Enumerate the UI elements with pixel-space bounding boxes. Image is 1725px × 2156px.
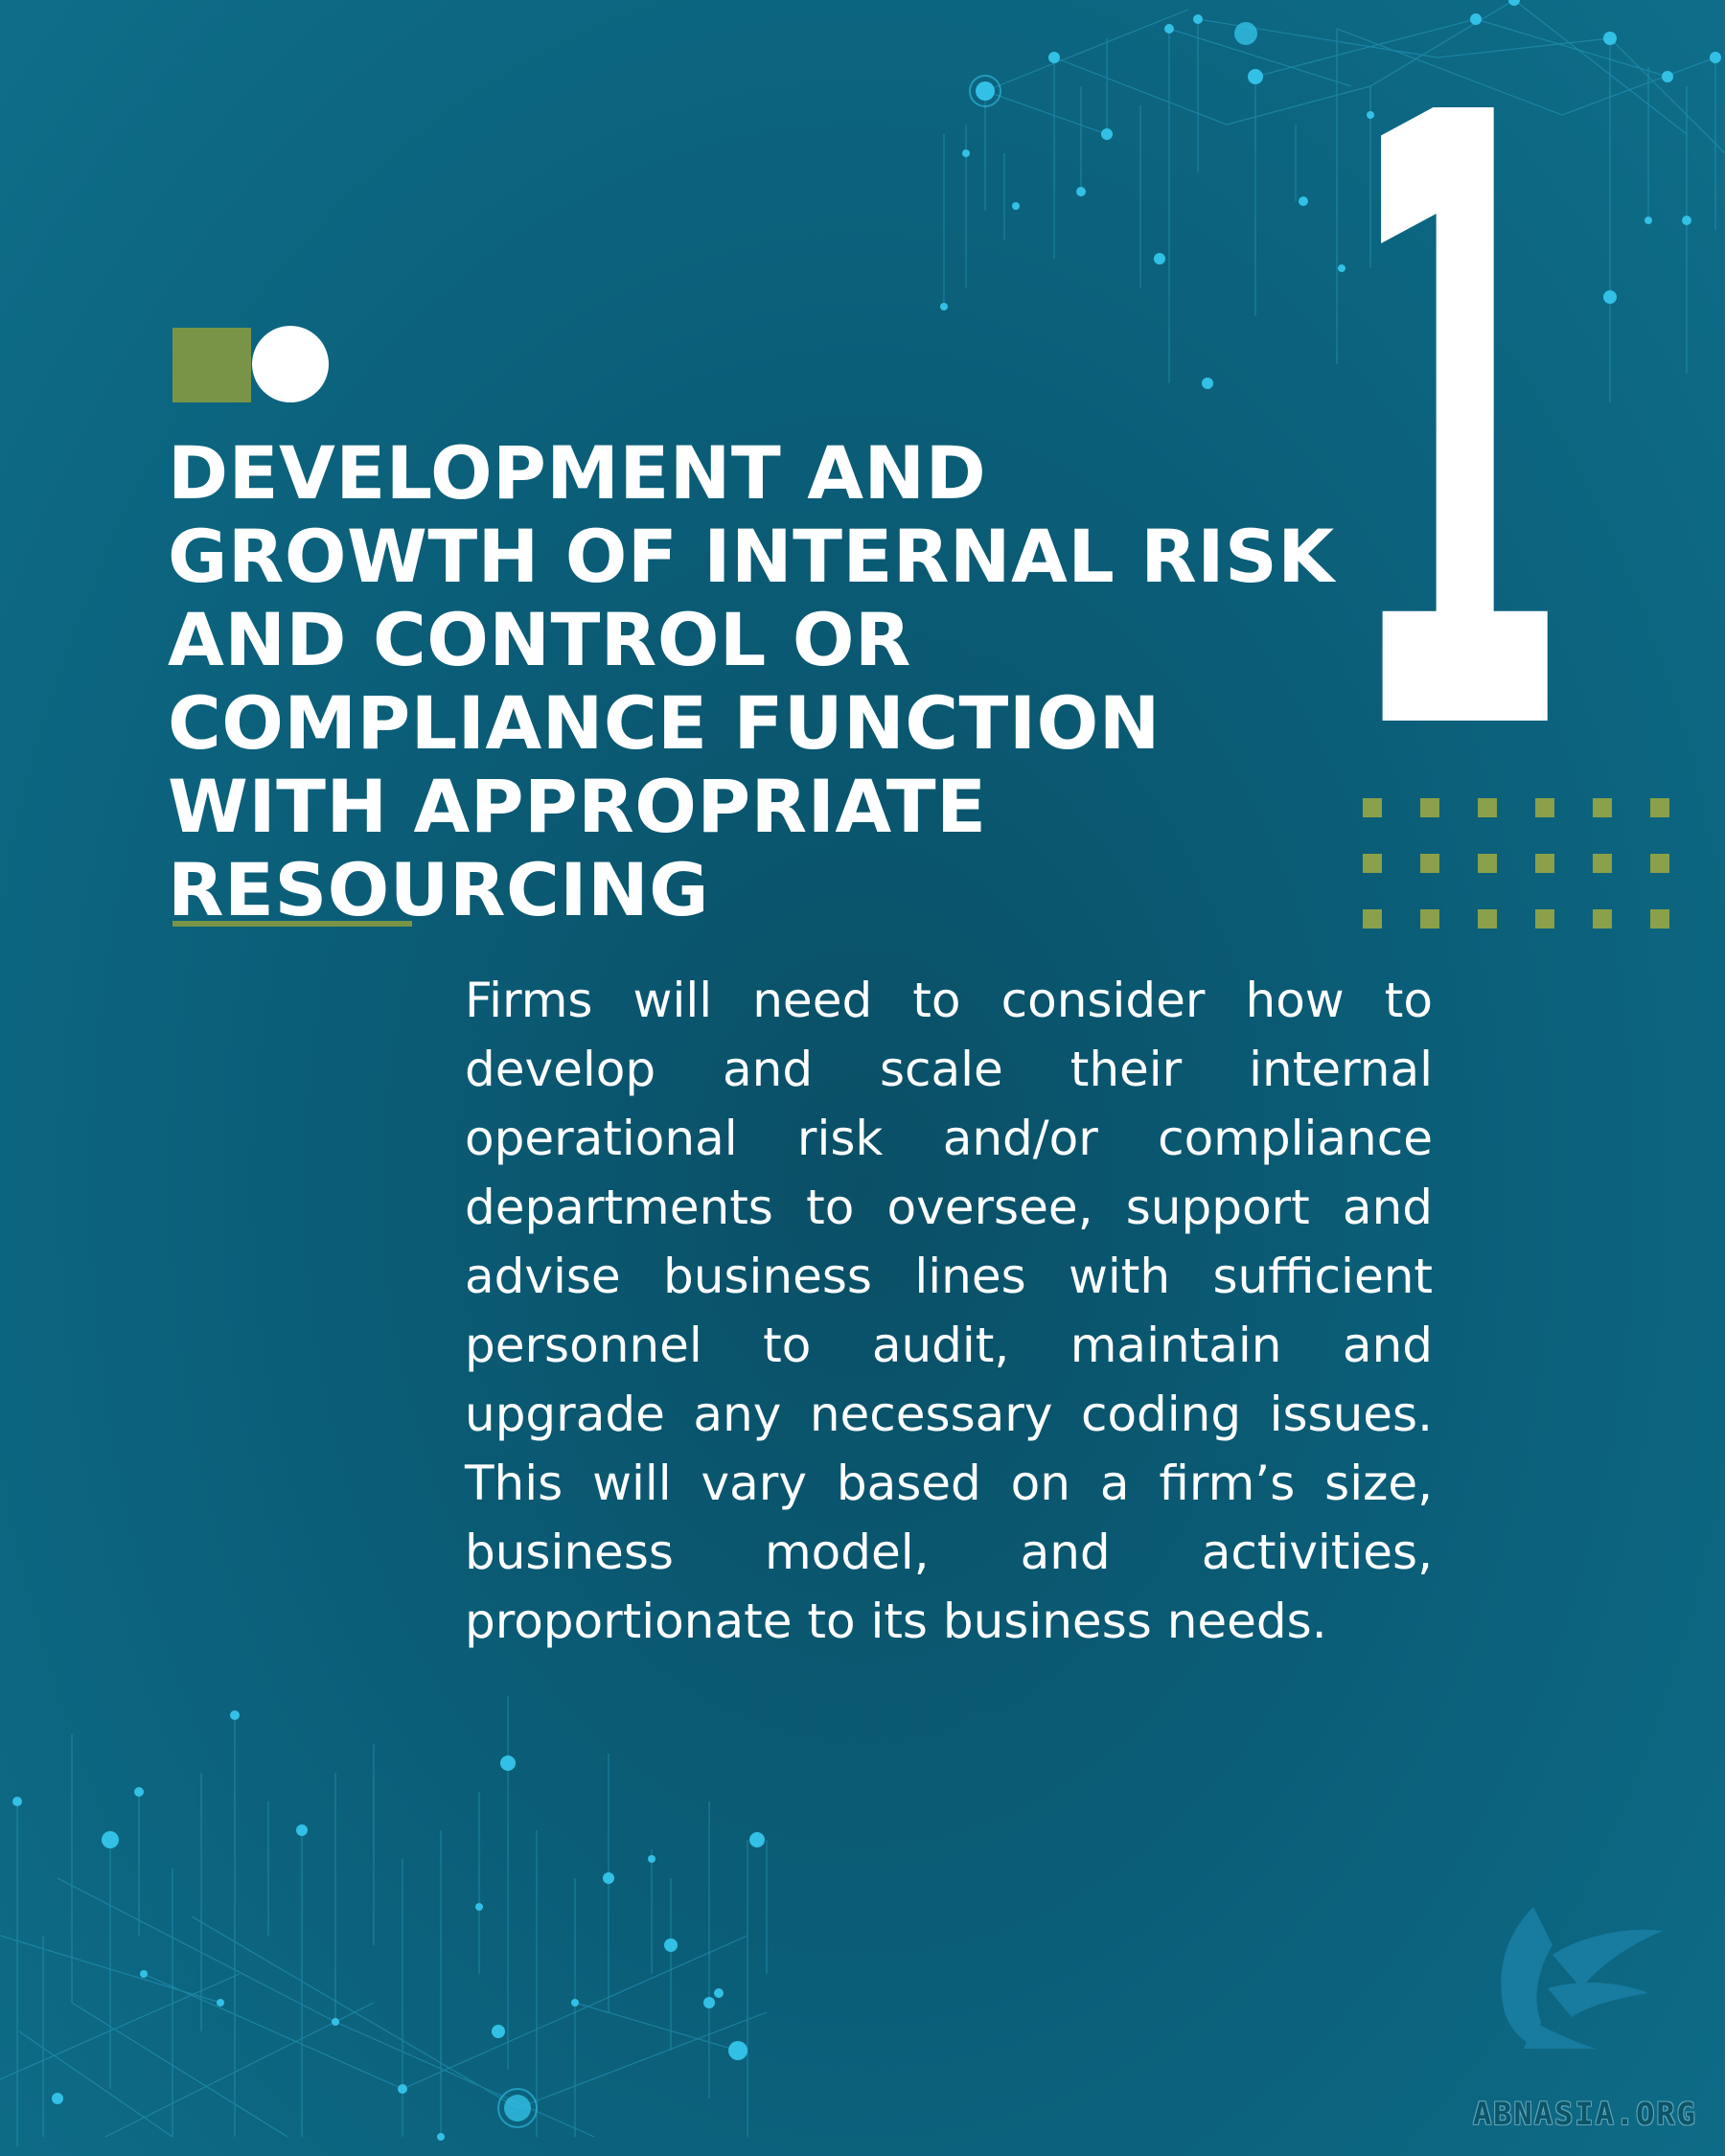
- grid-dot: [1363, 909, 1382, 929]
- grid-dot: [1650, 854, 1669, 873]
- white-circle-shape: [252, 326, 329, 402]
- grid-dot: [1363, 798, 1382, 817]
- grid-dot: [1478, 854, 1497, 873]
- grid-dot: [1420, 909, 1439, 929]
- grid-dot: [1650, 909, 1669, 929]
- network-decoration-top: [940, 0, 1725, 402]
- grid-dot: [1535, 798, 1554, 817]
- network-decoration-bottom: [0, 1696, 768, 2146]
- grid-dot: [1593, 854, 1612, 873]
- bird-logo-icon: [1501, 1907, 1663, 2049]
- brand-watermark: ABNASIA.ORG: [1473, 2096, 1697, 2132]
- grid-dot: [1363, 854, 1382, 873]
- grid-dot: [1420, 798, 1439, 817]
- big-number-text: 1: [1345, 107, 1570, 721]
- grid-dot: [1593, 798, 1612, 817]
- green-dot-grid: [1363, 798, 1669, 929]
- page-title: DEVELOPMENT AND GROWTH OF INTERNAL RISK …: [168, 430, 1335, 932]
- green-square-shape: [172, 328, 251, 402]
- big-number-1: 1: [1345, 107, 1570, 721]
- grid-dot: [1535, 854, 1554, 873]
- grid-dot: [1478, 909, 1497, 929]
- grid-dot: [1593, 909, 1612, 929]
- body-paragraph: Firms will need to consider how to devel…: [465, 973, 1433, 1649]
- grid-dot: [1420, 854, 1439, 873]
- green-divider: [172, 921, 412, 927]
- grid-dot: [1650, 798, 1669, 817]
- grid-dot: [1478, 798, 1497, 817]
- grid-dot: [1535, 909, 1554, 929]
